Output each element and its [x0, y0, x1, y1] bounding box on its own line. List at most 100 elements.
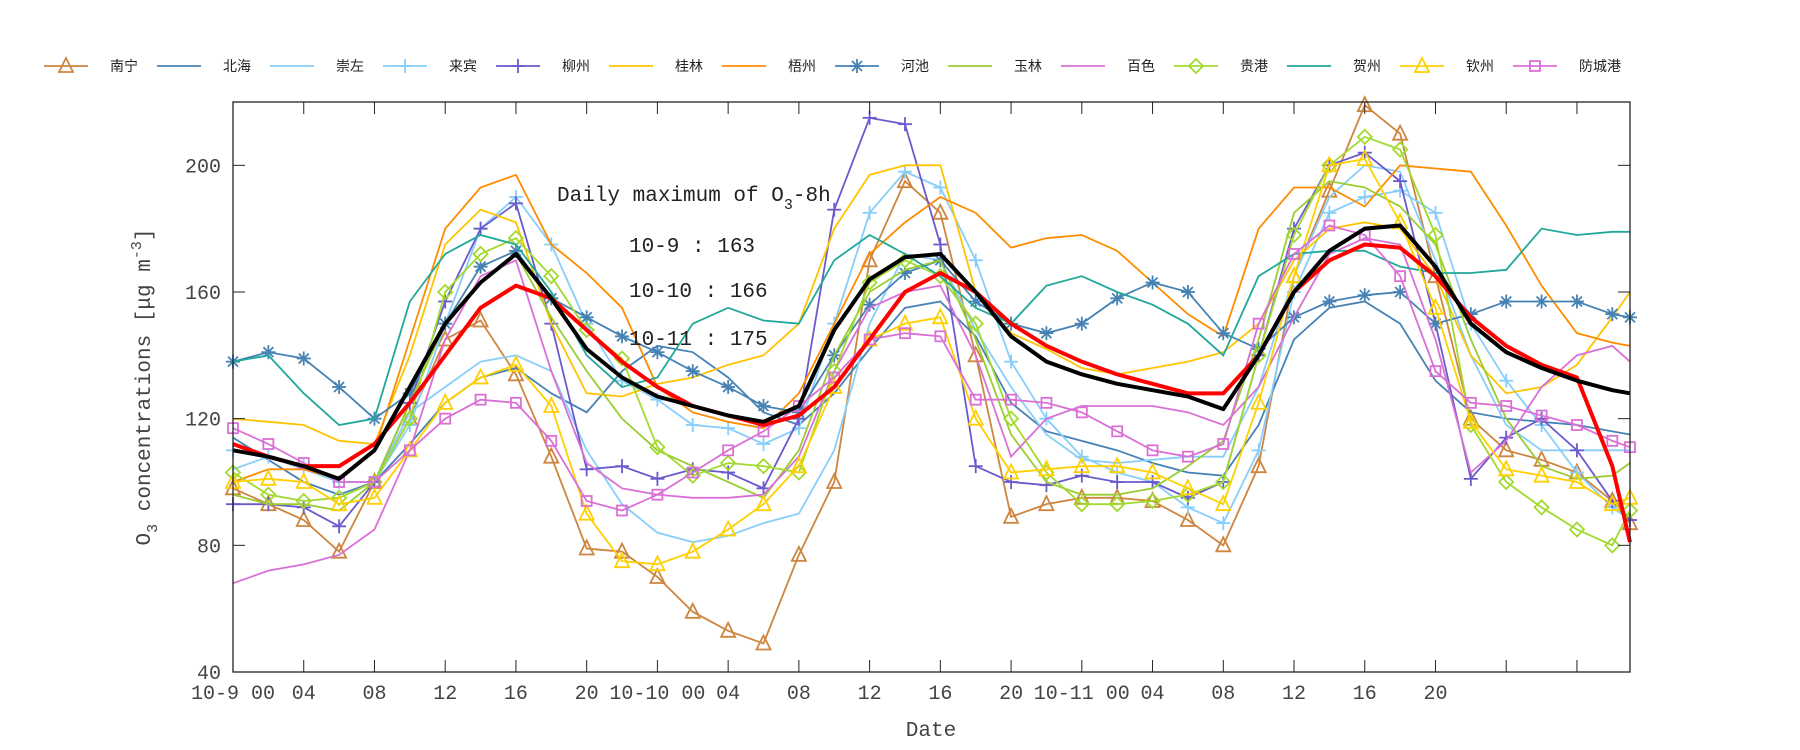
data-point-marker [508, 196, 523, 211]
data-point-marker [472, 367, 490, 385]
data-point-marker [1075, 406, 1088, 419]
series-3 [232, 164, 1630, 544]
legend-label: 桂林 [675, 59, 703, 75]
legend-item: 防城港 [1513, 59, 1621, 75]
data-point-marker [1110, 475, 1125, 489]
legend-item: 河池 [835, 59, 929, 75]
legend-item: 梧州 [722, 59, 816, 75]
data-point-marker [790, 544, 808, 562]
data-point-marker [968, 459, 983, 474]
data-point-marker [1500, 400, 1513, 412]
series-7 [232, 164, 1631, 483]
data-point-marker [295, 509, 313, 527]
legend-label: 梧州 [788, 59, 816, 75]
data-point-marker [719, 519, 737, 537]
data-point-marker [825, 376, 843, 394]
data-point-marker [1145, 275, 1160, 290]
data-point-marker [1356, 128, 1374, 146]
data-point-marker [931, 202, 949, 220]
data-point-marker [1320, 155, 1338, 173]
data-point-marker [721, 380, 736, 394]
data-point-marker [1180, 285, 1195, 299]
data-point-marker [967, 408, 985, 426]
data-point-marker [897, 164, 912, 179]
legend-item: 来宾 [383, 59, 477, 75]
data-point-marker [330, 541, 348, 559]
data-point-marker [967, 345, 985, 363]
data-point-marker [1321, 157, 1338, 174]
data-point-marker [260, 486, 277, 503]
series-6 [232, 164, 1631, 445]
series-line [232, 164, 1631, 483]
data-point-marker [1606, 434, 1619, 447]
data-point-marker [1251, 443, 1266, 458]
data-point-marker [545, 434, 558, 447]
data-point-marker [1462, 411, 1480, 429]
x-tick-label: 20 [575, 683, 599, 706]
data-point-marker [719, 620, 737, 638]
legend-item: 玉林 [948, 59, 1042, 75]
data-point-marker [1497, 473, 1515, 491]
legend-label: 钦州 [1466, 59, 1494, 75]
legend-label: 贺州 [1353, 59, 1381, 75]
data-point-marker [861, 274, 878, 291]
data-point-marker [1073, 495, 1091, 513]
data-point-marker [507, 354, 525, 372]
series-10 [232, 237, 1631, 585]
x-tick-label: 10-9 00 [191, 683, 275, 706]
data-point-marker [1108, 495, 1126, 513]
axes: 10-9 00 04 08 12 16 20 10-10 00 04 08 12 16 20 10-11… [185, 101, 1631, 706]
x-tick-label: 12 [433, 683, 457, 706]
data-point-marker [792, 400, 805, 412]
legend-label: 玉林 [1014, 59, 1042, 75]
data-point-marker [684, 601, 702, 619]
data-point-marker [1073, 456, 1091, 474]
data-point-marker [685, 418, 700, 432]
data-point-marker [1144, 492, 1161, 510]
data-point-marker [1214, 494, 1232, 512]
data-point-marker [613, 541, 631, 559]
series-8 [226, 243, 1637, 426]
data-point-marker [825, 471, 843, 489]
data-point-marker [615, 329, 630, 344]
data-point-marker [1357, 288, 1372, 303]
data-point-marker [755, 457, 772, 475]
data-point-marker [1145, 475, 1160, 489]
data-point-marker [1285, 266, 1303, 284]
series-13 [224, 148, 1639, 572]
legend-item: 贺州 [1287, 59, 1381, 75]
legend-label: 防城港 [1579, 59, 1621, 75]
data-point-marker [863, 333, 876, 346]
y-tick-label: 160 [185, 283, 221, 306]
data-point-marker [862, 205, 877, 220]
data-point-marker [613, 551, 631, 569]
legend-marker-icon [57, 55, 75, 73]
data-point-marker [755, 494, 772, 512]
data-point-marker [1568, 471, 1586, 489]
data-point-marker [1604, 537, 1621, 554]
x-tick-label: 04 [1141, 683, 1165, 706]
data-point-marker [1074, 316, 1089, 331]
y-tick-label: 80 [197, 536, 221, 559]
data-point-marker [648, 566, 666, 584]
legend-item: 桂林 [609, 59, 703, 75]
data-point-marker [896, 313, 914, 331]
plot-frame [232, 101, 1631, 673]
data-point-marker [295, 471, 313, 489]
data-point-marker [934, 330, 947, 343]
x-tick-label: 12 [1282, 683, 1306, 706]
legend-item: 钦州 [1400, 55, 1494, 75]
legend-label: 百色 [1127, 58, 1155, 75]
legend-label: 南宁 [110, 58, 138, 75]
data-point-marker [1146, 444, 1159, 457]
data-point-marker [931, 307, 949, 325]
data-point-marker [1179, 509, 1197, 527]
data-point-marker [1533, 499, 1550, 516]
data-point-marker [1356, 148, 1374, 166]
data-point-marker [1005, 393, 1017, 406]
data-point-marker [967, 315, 984, 332]
data-point-marker [1216, 326, 1231, 341]
x-tick-label: 12 [858, 683, 882, 706]
data-point-marker [651, 488, 664, 501]
legend-marker-icon [511, 59, 525, 73]
